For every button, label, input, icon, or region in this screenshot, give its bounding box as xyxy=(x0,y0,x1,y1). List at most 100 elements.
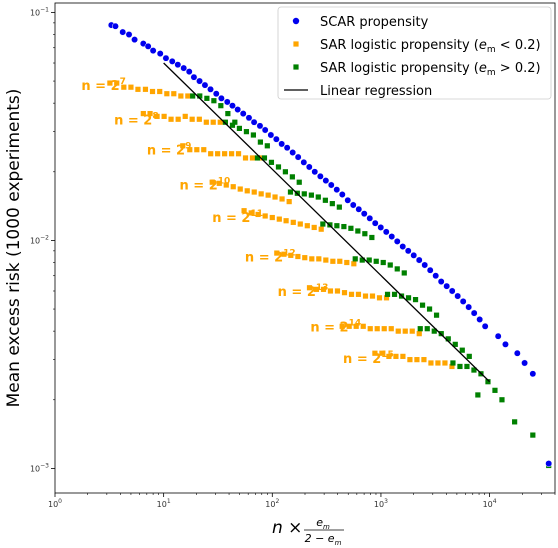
sar-low-point xyxy=(435,360,441,366)
sar-high-point xyxy=(236,125,242,131)
sar-low-point xyxy=(209,179,215,185)
sar-low-point xyxy=(286,199,292,205)
sar-low-point xyxy=(180,143,186,149)
sar-low-point xyxy=(316,256,322,262)
scar-point xyxy=(223,98,231,106)
scar-point xyxy=(481,322,489,330)
scar-point xyxy=(399,243,407,250)
sar-low-point xyxy=(149,88,156,95)
sar-low-point xyxy=(203,119,209,125)
sar-low-point xyxy=(279,196,285,202)
sar-low-point xyxy=(353,323,359,329)
sar-low-point xyxy=(367,326,373,332)
sar-low-point xyxy=(251,189,257,195)
sar-high-point xyxy=(250,132,256,138)
legend-marker-square xyxy=(293,41,299,47)
y-tick-label: 10−2 xyxy=(30,234,49,245)
sar-high-point xyxy=(320,221,326,227)
sar-low-point xyxy=(128,84,134,90)
sar-low-point xyxy=(283,218,289,224)
sar-low-point xyxy=(262,213,268,219)
sar-low-point xyxy=(393,353,399,359)
scar-point xyxy=(371,219,379,227)
sar-low-point xyxy=(407,357,413,363)
sar-high-point xyxy=(296,179,302,185)
sar-low-point xyxy=(178,93,184,99)
scar-point xyxy=(119,28,127,36)
sar-high-point xyxy=(485,379,491,385)
sar-high-point xyxy=(417,326,423,332)
sar-high-point xyxy=(225,110,231,117)
sar-high-point xyxy=(315,194,321,200)
y-axis-label: Mean excess risk (1000 experiments) xyxy=(4,89,24,408)
sar-high-point xyxy=(433,312,440,318)
sar-low-point xyxy=(272,194,278,200)
scar-point xyxy=(502,340,509,348)
x-tick-label: 101 xyxy=(157,498,171,509)
legend-label: Linear regression xyxy=(320,84,432,99)
sar-low-point xyxy=(185,93,191,99)
scar-point xyxy=(261,126,269,134)
scar-point xyxy=(156,50,164,58)
sar-high-point xyxy=(359,257,365,263)
sar-low-point xyxy=(142,86,149,92)
sar-low-point xyxy=(135,86,141,92)
scar-point xyxy=(256,122,264,130)
sar-high-point xyxy=(268,159,275,165)
sar-high-point xyxy=(243,129,250,135)
scar-point xyxy=(111,22,119,30)
scar-point xyxy=(415,256,423,264)
sar-low-point xyxy=(381,326,387,332)
scar-point xyxy=(229,102,236,110)
sar-low-point xyxy=(409,328,415,334)
sar-low-point xyxy=(372,350,378,356)
scar-point xyxy=(294,153,302,161)
sar-low-point xyxy=(320,286,327,292)
sar-low-point xyxy=(154,113,160,119)
scar-point xyxy=(454,292,462,300)
sar-high-point xyxy=(445,336,451,342)
scar-point xyxy=(377,223,385,231)
sar-low-point xyxy=(346,323,352,329)
sar-high-point xyxy=(471,367,477,373)
sar-low-point xyxy=(362,293,369,299)
scar-point xyxy=(426,266,434,274)
scar-point xyxy=(207,85,214,93)
legend: SCAR propensity SAR logistic propensity (… xyxy=(277,6,552,100)
scar-point xyxy=(168,57,176,65)
sar-high-point xyxy=(197,93,203,99)
x-tick-label: 100 xyxy=(48,498,62,509)
sar-high-point xyxy=(222,119,228,125)
sar-high-point xyxy=(369,234,375,241)
scar-point xyxy=(333,186,341,194)
sar-low-point xyxy=(161,113,167,119)
sar-low-point xyxy=(388,326,394,332)
sar-high-point xyxy=(459,347,465,353)
sar-low-point xyxy=(383,295,390,301)
sar-low-point xyxy=(379,350,385,356)
sar-low-point xyxy=(337,258,343,264)
n-annotation: n = 210 xyxy=(180,176,231,193)
sar-high-point xyxy=(211,98,217,104)
sar-high-point xyxy=(431,328,437,334)
n-annotation: n = 214 xyxy=(310,318,361,335)
sar-low-point xyxy=(196,116,202,122)
sar-high-point xyxy=(380,259,386,266)
scar-point xyxy=(316,172,324,180)
sar-low-point xyxy=(302,255,308,261)
sar-low-point xyxy=(374,326,380,332)
sar-low-point xyxy=(182,113,188,119)
sar-low-point xyxy=(351,261,357,267)
scar-point xyxy=(421,261,429,269)
legend-label: SCAR propensity xyxy=(320,15,429,30)
sar-low-point xyxy=(421,357,427,363)
n-annotation: n = 211 xyxy=(212,209,263,226)
sar-high-point xyxy=(341,223,347,230)
scar-point xyxy=(459,297,467,305)
sar-high-point xyxy=(275,164,282,170)
n-annotation: n = 212 xyxy=(245,249,296,266)
sar-low-point xyxy=(265,192,271,198)
sar-high-point xyxy=(190,93,196,99)
sar-low-point xyxy=(189,116,195,122)
